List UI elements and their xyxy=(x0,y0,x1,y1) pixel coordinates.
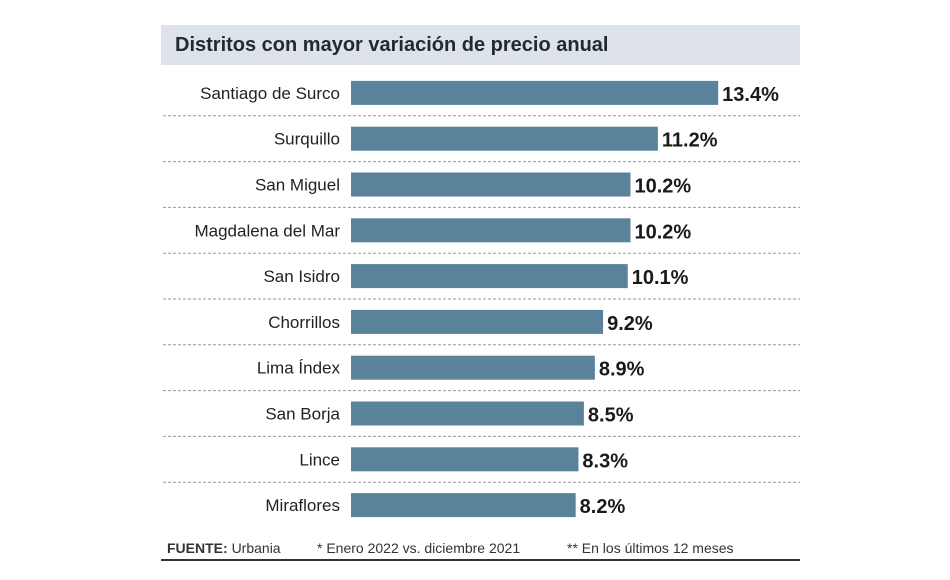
chart-title-bar: Distritos con mayor variación de precio … xyxy=(161,25,800,65)
chart-title: Distritos con mayor variación de precio … xyxy=(175,34,609,56)
footnote-2: ** En los últimos 12 meses xyxy=(567,540,734,556)
chart-footer: FUENTE: Urbania * Enero 2022 vs. diciemb… xyxy=(161,537,800,561)
category-label: Lima Índex xyxy=(257,359,341,378)
bar xyxy=(351,80,719,105)
value-label: 10.2% xyxy=(634,176,691,198)
category-label: San Borja xyxy=(265,405,340,424)
bar xyxy=(351,493,576,518)
bar xyxy=(351,126,658,151)
bar xyxy=(351,218,631,243)
bar xyxy=(351,447,579,472)
category-label: Surquillo xyxy=(274,130,340,149)
value-label: 8.2% xyxy=(580,496,626,518)
category-label: Lince xyxy=(299,450,340,469)
value-label: 8.5% xyxy=(588,405,634,427)
category-label: Santiago de Surco xyxy=(200,84,340,103)
bar xyxy=(351,172,631,197)
source-label: FUENTE: xyxy=(167,540,228,556)
value-label: 8.9% xyxy=(599,359,645,381)
source-note: FUENTE: Urbania xyxy=(167,540,281,556)
category-label: Miraflores xyxy=(265,496,340,515)
bar xyxy=(351,309,604,334)
value-label: 8.3% xyxy=(582,450,628,472)
bar xyxy=(351,401,584,426)
bar xyxy=(351,264,628,289)
category-label: Chorrillos xyxy=(268,313,340,332)
category-label: San Isidro xyxy=(263,267,340,286)
bar xyxy=(351,355,595,380)
footnote-1: * Enero 2022 vs. diciembre 2021 xyxy=(317,540,521,556)
value-label: 13.4% xyxy=(722,84,779,106)
value-label: 11.2% xyxy=(662,130,718,152)
category-label: San Miguel xyxy=(255,176,340,195)
category-label: Magdalena del Mar xyxy=(194,221,340,240)
value-label: 10.1% xyxy=(632,267,689,289)
source-value: Urbania xyxy=(231,540,281,556)
value-label: 9.2% xyxy=(607,313,653,335)
value-label: 10.2% xyxy=(634,221,691,243)
